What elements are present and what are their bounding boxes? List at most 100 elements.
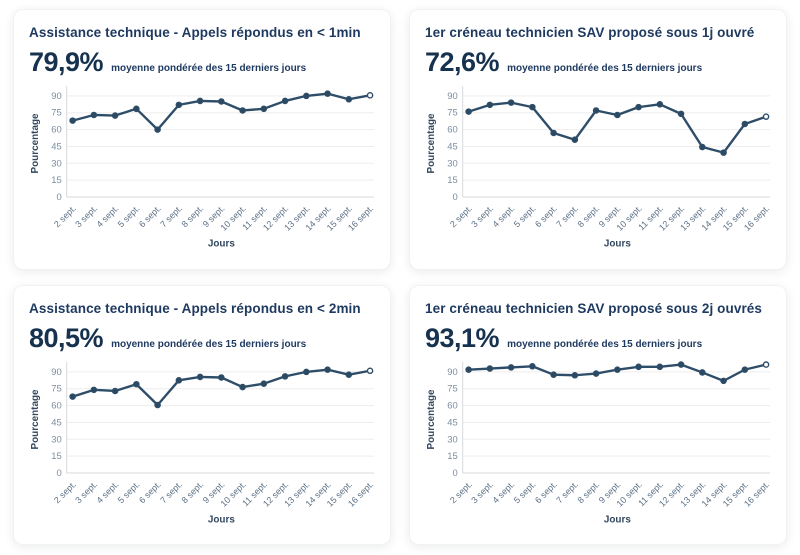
data-point[interactable] [154,401,161,408]
data-point[interactable] [366,92,374,99]
data-point[interactable] [635,363,642,370]
data-point[interactable] [465,365,472,373]
data-point[interactable] [486,101,494,109]
line-chart-appels-2min[interactable]: 0 15 30 45 60 75 90 2 sept. 3 sept. 4 sept. 5 sept… [29,358,378,529]
x-tick-label: 7 sept. [158,479,184,505]
y-tick-label: 75 [51,107,61,118]
series-line [467,101,768,154]
x-tick-label: 3 sept. [73,479,99,505]
data-point[interactable] [614,111,621,119]
y-tick-label: 30 [51,433,61,444]
y-tick-label: 15 [447,174,457,185]
data-point[interactable] [656,363,664,370]
y-tick-label: 75 [447,107,457,118]
data-point[interactable] [677,110,685,118]
chart-title: 1er créneau technicien SAV proposé sous … [425,300,763,316]
data-point[interactable] [324,90,331,97]
data-point[interactable] [324,365,331,373]
data-point[interactable] [762,360,770,368]
x-tick-label: 5 sept. [512,479,538,505]
data-point[interactable] [529,103,536,111]
data-point[interactable] [571,371,579,379]
x-tick-label: 6 sept. [533,479,559,505]
data-point[interactable] [592,369,600,377]
kpi-value: 72,6% [425,47,500,77]
kpi-card-appels-2min: Assistance technique - Appels répondus e… [13,284,391,545]
y-tick-label: 0 [56,466,61,477]
data-point[interactable] [133,380,140,388]
y-tick-label: 90 [447,90,457,101]
data-point[interactable] [507,363,515,371]
data-point[interactable] [69,392,76,400]
chart-title: Assistance technique - Appels répondus e… [29,25,361,40]
kpi-subtitle: moyenne pondérée des 15 derniers jours [111,63,307,74]
data-point[interactable] [699,368,706,376]
data-point[interactable] [366,366,374,374]
data-point[interactable] [635,103,642,111]
data-point[interactable] [762,113,770,120]
data-point[interactable] [239,383,246,390]
x-axis-title: Jours [604,514,631,525]
y-tick-label: 45 [51,140,61,151]
y-tick-label: 0 [452,191,457,202]
x-tick-label: 2 sept. [52,479,78,505]
y-tick-label: 15 [447,450,457,461]
data-point[interactable] [111,112,119,119]
data-point[interactable] [720,149,727,156]
y-tick-label: 75 [51,382,61,393]
data-point[interactable] [239,107,246,114]
data-point[interactable] [69,117,76,124]
y-tick-label: 45 [447,416,457,427]
y-tick-label: 45 [447,140,457,151]
data-point[interactable] [196,97,204,105]
data-point[interactable] [571,136,579,143]
line-chart-creneau-2j[interactable]: 0 15 30 45 60 75 90 2 sept. 3 sept. 4 sept. 5 sept… [425,358,774,529]
data-point[interactable] [345,95,353,103]
data-point[interactable] [175,376,183,384]
data-point[interactable] [465,108,472,115]
y-tick-label: 30 [447,157,457,168]
data-point[interactable] [614,365,621,373]
data-point[interactable] [154,126,161,133]
data-point[interactable] [529,362,536,370]
y-tick-label: 60 [51,399,61,410]
y-axis-title: Pourcentage [30,388,41,448]
data-point[interactable] [260,105,268,113]
data-point[interactable] [90,111,98,119]
data-point[interactable] [741,365,749,373]
y-tick-label: 60 [447,399,457,410]
x-tick-label: 4 sept. [491,203,517,229]
x-tick-label: 3 sept. [73,203,99,229]
data-point[interactable] [677,360,685,368]
data-point[interactable] [741,120,749,128]
data-point[interactable] [196,373,204,380]
data-point[interactable] [592,107,600,114]
data-point[interactable] [281,372,289,380]
y-tick-label: 0 [56,191,61,202]
line-chart-appels-1min[interactable]: 0 15 30 45 60 75 90 2 sept. 3 sept. 4 sept. 5 sept… [29,82,378,253]
data-point[interactable] [260,379,268,387]
data-point[interactable] [218,373,225,381]
data-point[interactable] [175,101,183,109]
y-tick-label: 90 [51,365,61,376]
data-point[interactable] [218,98,225,105]
data-point[interactable] [720,377,727,384]
data-point[interactable] [345,370,353,378]
data-point[interactable] [90,386,98,393]
data-point[interactable] [507,99,515,106]
data-point[interactable] [281,97,289,105]
data-point[interactable] [550,370,557,378]
data-point[interactable] [699,143,706,151]
y-tick-label: 15 [51,450,61,461]
data-point[interactable] [656,101,664,108]
y-tick-label: 30 [51,157,61,168]
x-tick-label: 4 sept. [95,203,121,229]
line-chart-creneau-1j[interactable]: 0 15 30 45 60 75 90 2 sept. 3 sept. 4 sept. 5 sept… [425,82,774,253]
data-point[interactable] [303,92,310,100]
data-point[interactable] [111,387,119,394]
data-point[interactable] [550,129,557,137]
data-point[interactable] [133,105,140,113]
data-point[interactable] [303,368,310,375]
data-point[interactable] [486,364,494,372]
kpi-value: 93,1% [425,322,500,353]
